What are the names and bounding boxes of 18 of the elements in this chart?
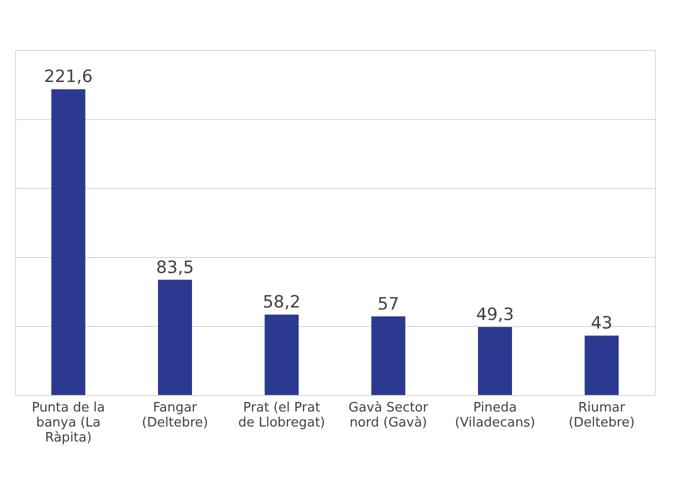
bar bbox=[371, 316, 406, 395]
data-label: 221,6 bbox=[44, 67, 93, 88]
data-label: 43 bbox=[590, 314, 612, 334]
bar bbox=[51, 89, 86, 395]
data-label: 49,3 bbox=[476, 304, 514, 325]
bar bbox=[584, 336, 619, 395]
bar bbox=[264, 314, 299, 395]
x-tick-label: Punta de la banya (La Ràpita) bbox=[32, 400, 105, 446]
bar bbox=[158, 280, 192, 395]
data-label: 57 bbox=[378, 294, 400, 314]
data-label: 58,2 bbox=[262, 292, 301, 313]
x-tick-label: Riumar (Deltebre) bbox=[568, 400, 635, 430]
x-tick-label: Pineda (Viladecans) bbox=[454, 400, 536, 430]
bar bbox=[478, 326, 512, 395]
x-tick-label: Gavà Sector nord (Gavà) bbox=[348, 400, 429, 430]
data-label: 83,5 bbox=[156, 258, 194, 278]
x-tick-label: Fangar (Deltebre) bbox=[142, 400, 208, 430]
x-tick-label: Prat (el Prat de Llobregat) bbox=[238, 400, 326, 430]
